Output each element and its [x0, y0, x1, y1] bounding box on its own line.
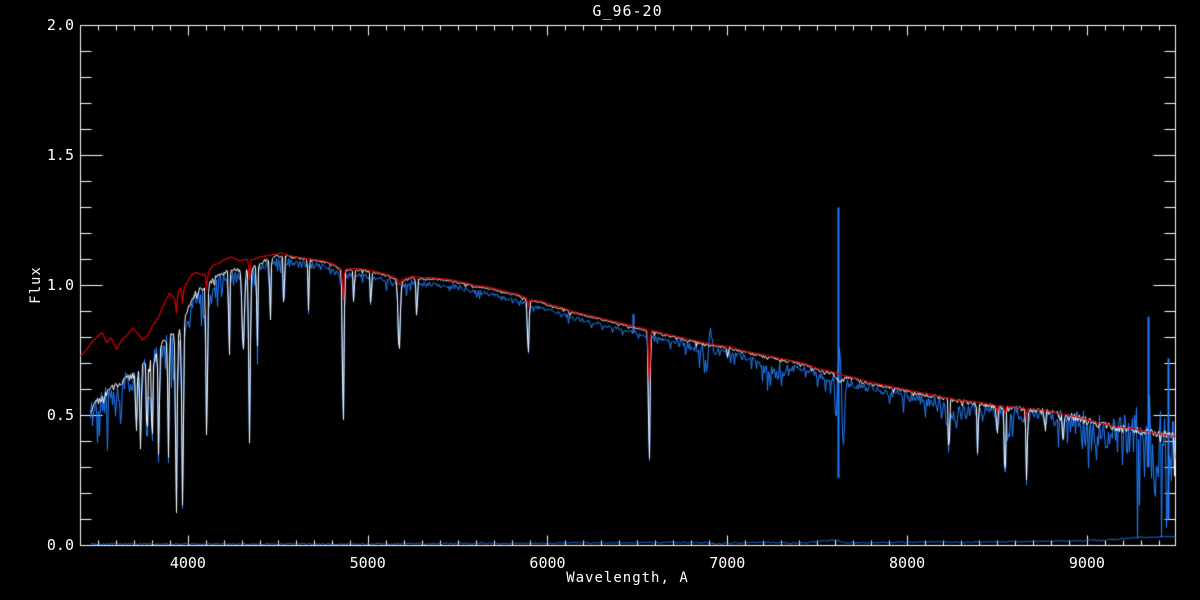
- x-tick-label: 7000: [709, 554, 746, 572]
- x-tick-label: 8000: [889, 554, 926, 572]
- x-tick-label: 6000: [529, 554, 566, 572]
- x-axis-label: Wavelength, A: [566, 570, 689, 586]
- y-tick-label: 1.5: [46, 146, 74, 164]
- y-tick-label: 1.0: [46, 276, 74, 294]
- y-tick-label: 0.0: [46, 536, 74, 554]
- y-tick-label: 0.5: [46, 406, 74, 424]
- x-tick-label: 9000: [1068, 554, 1105, 572]
- chart-title: G_96-20: [592, 2, 663, 20]
- x-tick-label: 5000: [349, 554, 386, 572]
- x-tick-label: 4000: [169, 554, 206, 572]
- y-tick-label: 2.0: [46, 16, 74, 34]
